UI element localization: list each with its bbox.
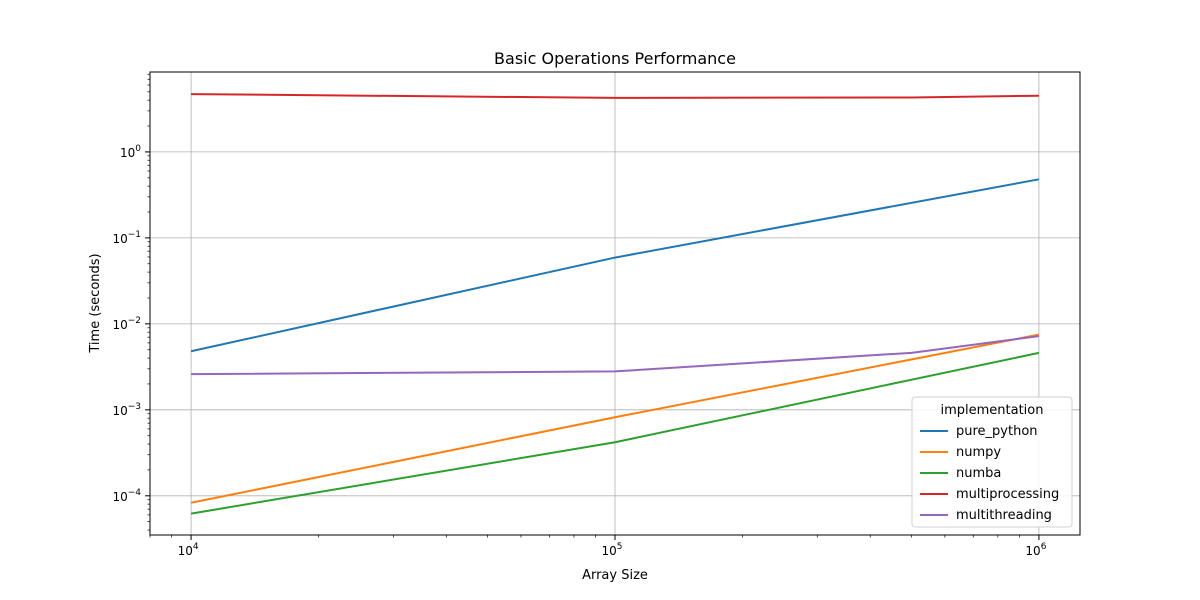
legend-title: implementation [940, 403, 1043, 418]
series-line-multiprocessing [191, 93, 1039, 99]
legend-label-multiprocessing: multiprocessing [956, 487, 1059, 502]
x-axis-label: Array Size [582, 568, 648, 583]
y-tick-label: 100 [120, 144, 141, 160]
legend-label-pure-python: pure_python [956, 424, 1038, 439]
legend-label-multithreading: multithreading [956, 508, 1052, 523]
legend-box [911, 396, 1073, 528]
series-line-pure-python [190, 178, 1040, 353]
y-tick-label: 10−1 [112, 230, 141, 246]
y-tick-label: 10−2 [112, 316, 141, 332]
y-axis-label: Time (seconds) [88, 253, 103, 353]
series-line-multithreading [191, 335, 1040, 376]
legend-label-numba: numba [956, 466, 1001, 481]
y-tick-label: 10−3 [112, 402, 141, 418]
chart-title: Basic Operations Performance [494, 49, 736, 68]
y-tick-label: 10−4 [112, 488, 141, 504]
legend-label-numpy: numpy [956, 445, 1001, 460]
series-line-numba [190, 351, 1040, 515]
series-line-numpy [190, 333, 1040, 504]
